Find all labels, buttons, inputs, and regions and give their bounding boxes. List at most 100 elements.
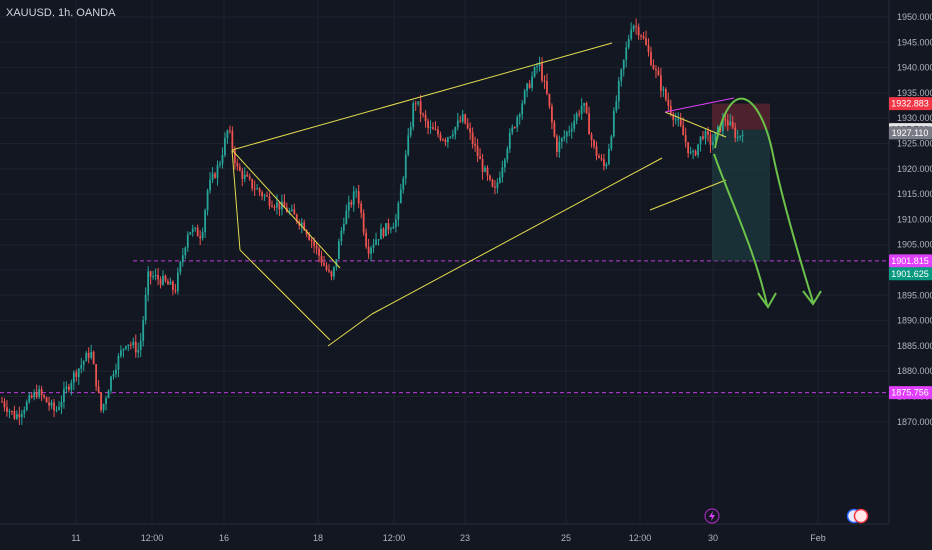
candle-body	[427, 121, 429, 128]
candle-body	[573, 120, 576, 129]
candle-body	[63, 389, 65, 402]
candle-body	[58, 407, 60, 410]
candle-body	[526, 83, 529, 91]
candle-body	[632, 25, 635, 30]
candle-body	[224, 138, 226, 155]
candle-body	[407, 135, 410, 155]
y-tick-label: 1925.000	[897, 139, 932, 149]
candle-body	[147, 271, 150, 295]
candle-body	[741, 134, 744, 136]
candle-body	[144, 294, 147, 321]
price-badge-bg	[889, 386, 932, 400]
candle-body	[620, 69, 623, 81]
candle-body	[211, 173, 214, 180]
candle-body	[129, 344, 132, 346]
candle-body	[377, 239, 380, 241]
candle-body	[124, 346, 127, 349]
flag-upper-line	[664, 111, 727, 138]
candle-body	[132, 341, 135, 346]
candle-body	[595, 146, 598, 156]
candle-body	[454, 127, 457, 135]
y-tick-label: 1945.000	[897, 37, 932, 47]
candle-body	[625, 47, 628, 60]
price-badge-bg	[889, 254, 932, 268]
candle-body	[617, 80, 620, 102]
candle-body	[560, 138, 563, 142]
candle-body	[739, 135, 742, 138]
candle-body	[580, 105, 583, 114]
candle-body	[77, 368, 80, 377]
x-tick-label: Feb	[810, 533, 826, 543]
candle-body	[610, 136, 613, 149]
candle-body	[251, 178, 254, 189]
candle-body	[253, 188, 256, 190]
candle-body	[615, 101, 618, 111]
candle-body	[568, 131, 571, 133]
candle-body	[533, 67, 536, 77]
candle-body	[276, 202, 278, 208]
us-flag-icon-2[interactable]	[853, 508, 869, 524]
candle-body	[734, 127, 737, 138]
price-axis[interactable]: 1950.000 1945.000 1940.000 1935.000 1930.000…	[897, 12, 932, 427]
candle-body	[729, 121, 732, 126]
candle-body	[263, 195, 266, 197]
flag-lower-line	[649, 179, 727, 211]
candle-body	[578, 113, 581, 115]
candle-body	[105, 398, 107, 405]
candle-body	[516, 117, 519, 128]
candle-body	[196, 227, 199, 237]
candle-body	[598, 155, 600, 159]
candle-body	[355, 191, 358, 193]
candle-body	[325, 265, 328, 270]
candle-body	[687, 142, 690, 154]
y-tick-label: 1915.000	[897, 189, 932, 199]
candle-body	[337, 241, 340, 260]
x-tick-label: 11	[71, 533, 80, 543]
candle-body	[167, 281, 169, 285]
candle-body	[439, 134, 442, 140]
channel-left-line	[231, 149, 241, 251]
candle-body	[689, 151, 692, 154]
candle-body	[112, 374, 115, 377]
candle-body	[115, 369, 117, 375]
candle-body	[731, 121, 734, 128]
candle-body	[466, 123, 469, 129]
candle-body	[360, 203, 363, 213]
lightning-event-icon[interactable]	[704, 508, 720, 524]
price-badge-label: 1927.110	[892, 128, 929, 138]
candle-body	[397, 203, 400, 220]
candle-body	[186, 234, 189, 248]
candle-body	[273, 206, 276, 208]
candle-body	[50, 402, 53, 406]
time-axis[interactable]: 11 12:00 16 18 12:00 23 25 12:00 30 Feb	[71, 533, 825, 543]
candle-body	[716, 126, 719, 133]
candle-body	[667, 99, 670, 106]
candle-body	[194, 227, 197, 229]
candle-body	[603, 159, 605, 167]
candle-body	[258, 188, 261, 193]
candle-body	[600, 158, 603, 160]
candle-body	[323, 263, 325, 266]
candle-body	[481, 159, 484, 172]
candle-body	[541, 63, 543, 81]
price-badges: 1932.8831927.7301927.1101901.8151901.625…	[889, 97, 932, 400]
candle-body	[179, 261, 182, 273]
x-tick-label: 23	[460, 533, 470, 543]
candle-body	[40, 389, 43, 396]
candle-body	[233, 149, 236, 163]
candle-body	[479, 156, 481, 160]
candle-body	[199, 236, 202, 239]
candle-body	[318, 248, 320, 256]
candle-body	[70, 382, 73, 390]
x-tick-label: 18	[313, 533, 323, 543]
grid	[0, 0, 889, 524]
candle-body	[20, 413, 23, 418]
candle-body	[590, 134, 593, 140]
x-tick-label: 25	[561, 533, 571, 543]
candle-body	[92, 351, 95, 365]
candle-body	[107, 390, 110, 399]
candle-body	[476, 145, 479, 157]
candle-body	[605, 164, 608, 167]
candle-body	[714, 132, 717, 142]
